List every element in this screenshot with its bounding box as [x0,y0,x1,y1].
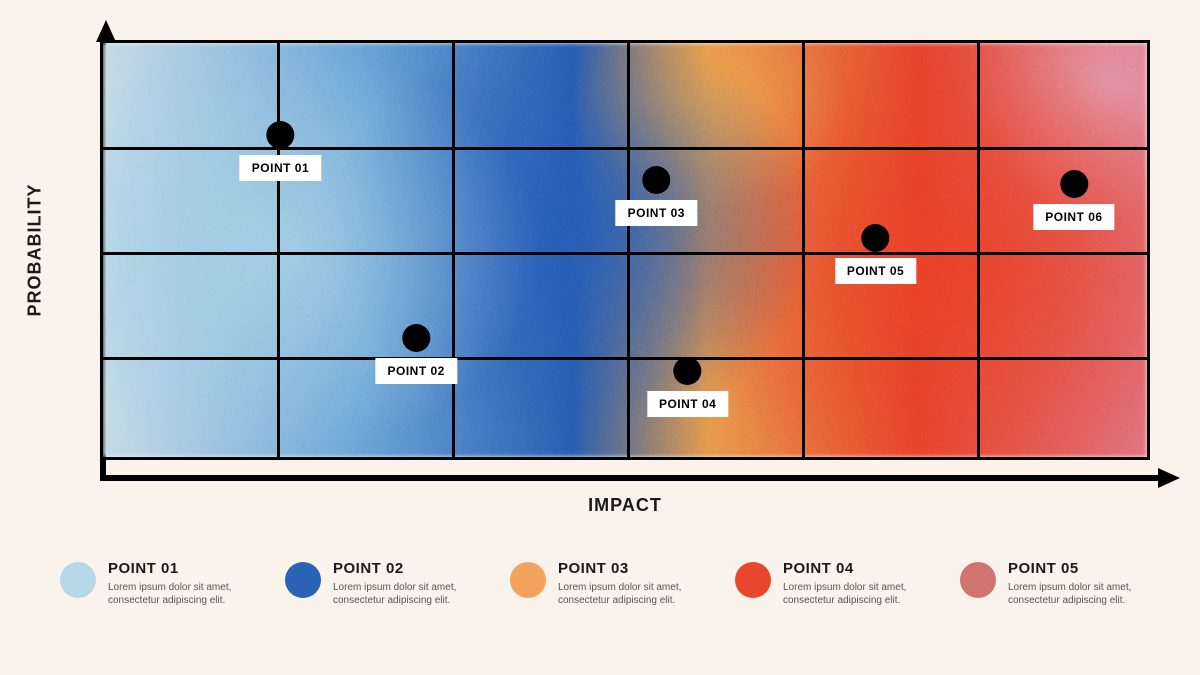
legend-dot-icon [960,562,996,598]
x-axis-line [100,475,1160,481]
grid-v-4 [802,43,805,457]
chart-plot-area: POINT 01 POINT 02 POINT 03 POINT 04 POIN… [100,40,1150,460]
dot-icon [674,357,702,385]
y-axis-label: PROBABILITY [25,183,46,316]
dot-icon [402,324,430,352]
grid-v-3 [627,43,630,457]
y-axis-arrow-icon [96,20,116,42]
legend-dot-icon [60,562,96,598]
legend-desc: Lorem ipsum dolor sit amet, consectetur … [558,581,720,607]
grid-v-2 [452,43,455,457]
data-point-3: POINT 03 [616,166,697,226]
x-axis-arrow-icon [1158,468,1180,488]
legend-title: POINT 05 [1008,560,1170,577]
point-label: POINT 05 [835,258,916,284]
point-label: POINT 04 [647,391,728,417]
point-label: POINT 02 [376,358,457,384]
grid-v-5 [977,43,980,457]
legend-item: POINT 01 Lorem ipsum dolor sit amet, con… [60,560,270,607]
legend-title: POINT 01 [108,560,270,577]
legend-item: POINT 02 Lorem ipsum dolor sit amet, con… [285,560,495,607]
data-point-4: POINT 04 [647,357,728,417]
x-axis-label: IMPACT [588,495,662,516]
data-point-5: POINT 05 [835,224,916,284]
legend-item: POINT 04 Lorem ipsum dolor sit amet, con… [735,560,945,607]
legend-title: POINT 02 [333,560,495,577]
legend-desc: Lorem ipsum dolor sit amet, consectetur … [333,581,495,607]
dot-icon [1060,170,1088,198]
legend-dot-icon [735,562,771,598]
dot-icon [266,121,294,149]
point-label: POINT 01 [240,155,321,181]
data-point-6: POINT 06 [1033,170,1114,230]
legend-desc: Lorem ipsum dolor sit amet, consectetur … [108,581,270,607]
point-label: POINT 06 [1033,204,1114,230]
dot-icon [862,224,890,252]
grid-v-1 [277,43,280,457]
data-point-2: POINT 02 [376,324,457,384]
grid-h-3 [103,357,1147,360]
chart-container: POINT 01 POINT 02 POINT 03 POINT 04 POIN… [100,40,1150,460]
legend-desc: Lorem ipsum dolor sit amet, consectetur … [783,581,945,607]
dot-icon [642,166,670,194]
legend-dot-icon [510,562,546,598]
legend-item: POINT 05 Lorem ipsum dolor sit amet, con… [960,560,1170,607]
point-label: POINT 03 [616,200,697,226]
grid-h-2 [103,252,1147,255]
data-point-1: POINT 01 [240,121,321,181]
legend-title: POINT 03 [558,560,720,577]
legend-title: POINT 04 [783,560,945,577]
legend: POINT 01 Lorem ipsum dolor sit amet, con… [60,560,1170,607]
legend-desc: Lorem ipsum dolor sit amet, consectetur … [1008,581,1170,607]
noise-overlay [103,43,1147,457]
legend-dot-icon [285,562,321,598]
legend-item: POINT 03 Lorem ipsum dolor sit amet, con… [510,560,720,607]
